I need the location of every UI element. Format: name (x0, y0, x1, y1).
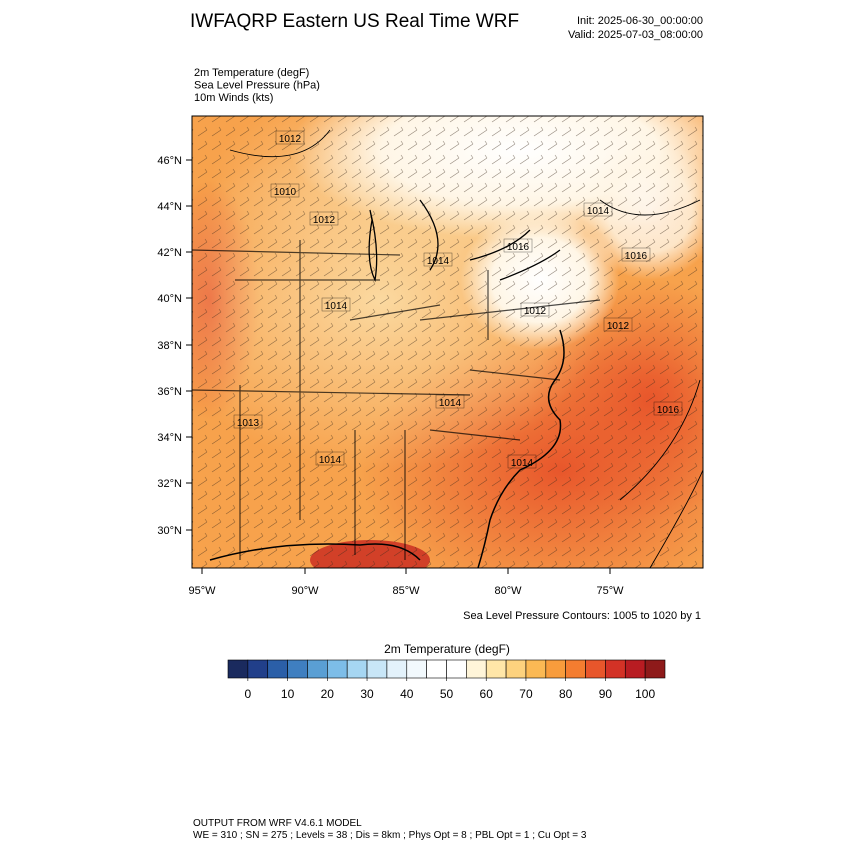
colorbar-swatch (466, 659, 487, 679)
lat-label: 42°N (157, 247, 182, 259)
contour-label: 1014 (427, 256, 450, 267)
colorbar-tick-label: 90 (599, 687, 613, 701)
colorbar-tick-label: 40 (400, 687, 414, 701)
contour-label: 1014 (587, 206, 610, 217)
colorbar-swatch (287, 659, 308, 679)
contour-label-box (275, 130, 305, 145)
contour-label: 1013 (237, 418, 260, 429)
colorbar-swatch (307, 659, 328, 679)
contour-label: 1012 (524, 306, 547, 317)
colorbar-swatch (267, 659, 288, 679)
colorbar-swatch (426, 659, 447, 679)
map-frame (191, 115, 704, 569)
contour-label-box (520, 302, 550, 317)
contour-label-box (621, 247, 651, 262)
contour-label-box (321, 297, 351, 312)
colorbar-swatch (446, 659, 467, 679)
lat-label: 38°N (157, 340, 182, 352)
colorbar-title: 2m Temperature (degF) (384, 642, 510, 656)
colorbar-swatch (565, 659, 586, 679)
colorbar-tick-label: 70 (519, 687, 533, 701)
colorbar-swatch (327, 659, 348, 679)
colorbar-swatch (346, 659, 368, 679)
contour-label-box (653, 401, 683, 416)
colorbar-tick-label: 100 (635, 687, 655, 701)
contour-label-box (233, 414, 263, 429)
contour-label-box (315, 451, 345, 466)
colorbar-swatch (525, 659, 547, 679)
contour-label: 1010 (274, 187, 297, 198)
lat-label: 34°N (157, 432, 182, 444)
contour-label: 1016 (657, 405, 680, 416)
colorbar-swatch (227, 659, 249, 679)
colorbar-tick-label: 10 (281, 687, 295, 701)
contour-label: 1014 (439, 398, 462, 409)
contour-label: 1014 (319, 455, 342, 466)
contour-label-box (309, 211, 339, 226)
init-time: Init: 2025-06-30_00:00:00 (577, 15, 703, 27)
title: IWFAQRP Eastern US Real Time WRF (190, 11, 519, 32)
contour-label: 1016 (507, 242, 530, 253)
contour-label-box (603, 317, 633, 332)
lon-label: 75°W (596, 585, 624, 597)
colorbar-tick-label: 20 (321, 687, 335, 701)
contour-label-box (503, 238, 533, 253)
footer-config: WE = 310 ; SN = 275 ; Levels = 38 ; Dis … (193, 830, 587, 841)
colorbar-tick-label: 80 (559, 687, 573, 701)
contour-note: Sea Level Pressure Contours: 1005 to 102… (463, 610, 701, 622)
colorbar-swatch (485, 659, 507, 679)
lat-label: 46°N (157, 155, 182, 167)
contour-label: 1012 (279, 134, 302, 145)
contour-label-box (270, 183, 300, 198)
colorbar-swatch (386, 659, 408, 679)
colorbar-swatch (366, 659, 388, 679)
contour-label: 1016 (625, 251, 648, 262)
contour-label: 1014 (511, 458, 534, 469)
colorbar-swatch (624, 659, 646, 679)
colorbar-swatch (605, 659, 626, 679)
lon-label: 85°W (392, 585, 420, 597)
contour-label-box (507, 454, 537, 469)
colorbar-swatch (406, 659, 427, 679)
colorbar-tick-label: 60 (480, 687, 494, 701)
contour-label: 1014 (325, 301, 348, 312)
lat-label: 32°N (157, 478, 182, 490)
contour-label: 1012 (607, 321, 630, 332)
colorbar-tick-label: 30 (360, 687, 374, 701)
field-label: Sea Level Pressure (hPa) (194, 80, 320, 92)
colorbar-swatch (585, 659, 606, 679)
colorbar-swatch (644, 659, 666, 679)
colorbar-tick-label: 0 (245, 687, 252, 701)
footer-model: OUTPUT FROM WRF V4.6.1 MODEL (193, 818, 362, 829)
colorbar-tick-label: 50 (440, 687, 454, 701)
lat-label: 44°N (157, 201, 182, 213)
lon-label: 80°W (494, 585, 522, 597)
contour-label-box (583, 202, 613, 217)
lon-label: 95°W (188, 585, 216, 597)
lon-label: 90°W (291, 585, 319, 597)
contour-label: 1012 (313, 215, 336, 226)
valid-time: Valid: 2025-07-03_08:00:00 (568, 29, 703, 41)
map-field (192, 116, 703, 568)
lat-label: 40°N (157, 293, 182, 305)
colorbar-swatch (545, 659, 566, 679)
field-label: 10m Winds (kts) (194, 92, 273, 104)
colorbar-swatch (505, 659, 527, 679)
lat-label: 30°N (157, 525, 182, 537)
field-label: 2m Temperature (degF) (194, 67, 309, 79)
lat-label: 36°N (157, 386, 182, 398)
colorbar-swatch (247, 659, 269, 679)
contour-label-box (435, 394, 465, 409)
contour-label-box (423, 252, 453, 267)
